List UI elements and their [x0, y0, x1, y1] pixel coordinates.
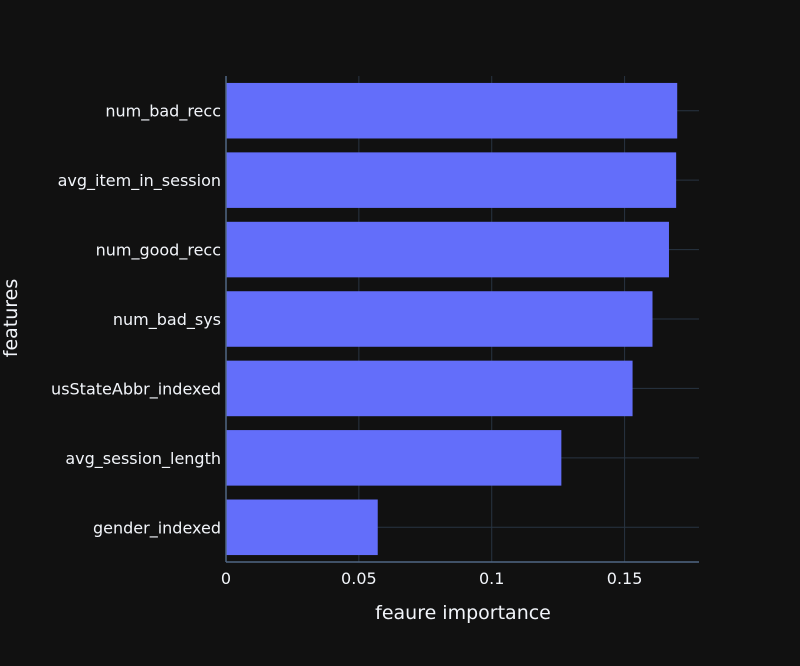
x-tick-label: 0.15	[607, 569, 643, 588]
y-tick-label: avg_session_length	[65, 449, 221, 469]
bar-usStateAbbr_indexed	[226, 360, 633, 417]
y-tick-label: num_good_recc	[96, 241, 221, 261]
bar-num_good_recc	[226, 221, 669, 278]
labels-layer: 0 0.05 0.1 0.15 num_bad_recc avg_item_in_sess…	[51, 102, 642, 588]
y-tick-label: num_bad_recc	[105, 102, 221, 122]
y-axis-title: features	[0, 279, 22, 358]
bar-num_bad_recc	[226, 82, 678, 139]
y-tick-label: num_bad_sys	[113, 310, 221, 330]
bar-avg_item_in_session	[226, 152, 677, 208]
x-axis-title: feaure importance	[375, 602, 551, 624]
bar-num_bad_sys	[226, 291, 653, 347]
bars-layer	[226, 82, 678, 556]
x-tick-label: 0.1	[479, 569, 504, 588]
y-tick-label: avg_item_in_session	[58, 171, 221, 191]
y-tick-label: usStateAbbr_indexed	[51, 379, 221, 399]
x-tick-label: 0.05	[341, 569, 377, 588]
axes-layer	[225, 76, 699, 563]
y-tick-label: gender_indexed	[93, 518, 221, 538]
bar-avg_session_length	[226, 430, 562, 486]
bar-gender_indexed	[226, 499, 378, 556]
x-tick-label: 0	[221, 569, 231, 588]
